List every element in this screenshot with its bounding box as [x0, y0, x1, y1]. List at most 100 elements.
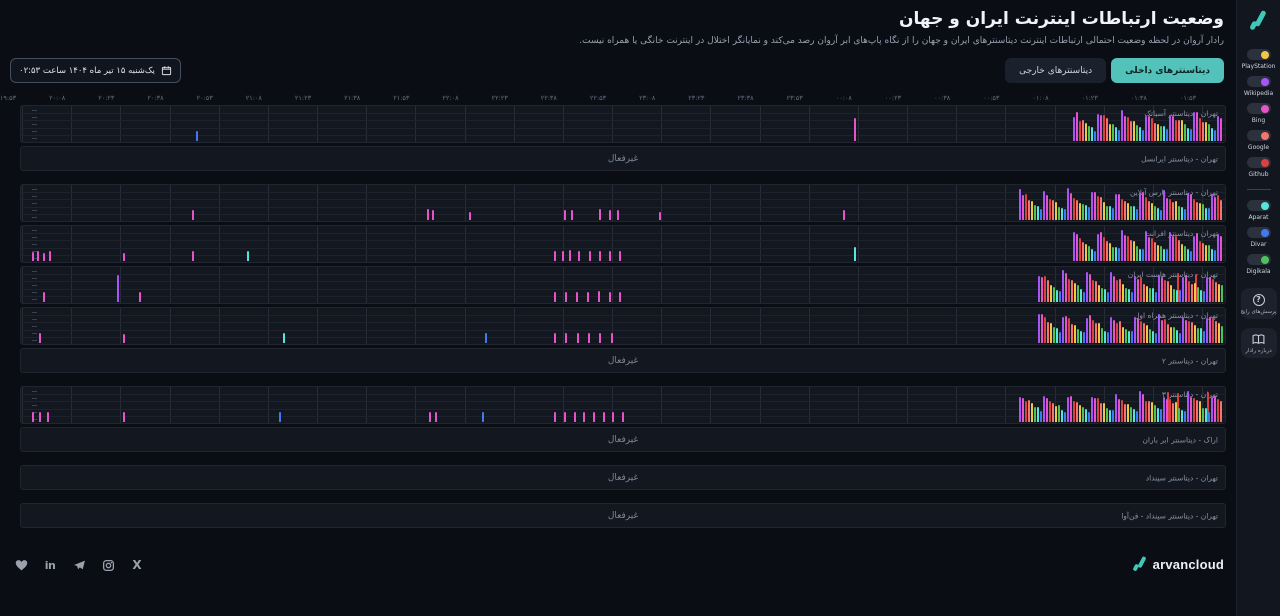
- gridline-vertical: [1005, 308, 1007, 344]
- telegram-icon[interactable]: [72, 558, 86, 572]
- gridline-vertical: [1054, 308, 1056, 344]
- status-bar: [1194, 282, 1196, 302]
- status-bar: [1211, 194, 1213, 220]
- status-bar: [1191, 283, 1193, 302]
- status-bar: [1076, 401, 1078, 422]
- gridline-horizontal: [21, 274, 1225, 276]
- status-bar: [1110, 317, 1112, 343]
- datacenter-label: تهران - دیتاسنتر هاست ایران: [1127, 270, 1218, 279]
- status-bar: [1061, 410, 1063, 422]
- status-bar: [1187, 248, 1189, 261]
- gridline-vertical: [22, 185, 23, 221]
- service-label: Github: [1248, 171, 1269, 178]
- status-bar: [1154, 123, 1156, 141]
- book-icon: [1252, 334, 1265, 345]
- status-bar: [1079, 203, 1081, 220]
- instagram-icon[interactable]: [101, 558, 115, 572]
- gridline-vertical: [120, 387, 122, 423]
- status-bar: [1184, 246, 1186, 261]
- gridline-vertical: [267, 106, 269, 142]
- status-bar: [1091, 127, 1093, 141]
- gridline-vertical: [120, 308, 122, 344]
- status-bar: [1085, 123, 1087, 141]
- datacenter-row: اراک - دیتاسنتر ابر باران غیرفعال: [20, 427, 1226, 452]
- inactive-status-text: غیرفعال: [607, 434, 639, 445]
- service-group-bottom: Aparat Divar Digikala: [1246, 194, 1271, 275]
- toggle-track: [1246, 227, 1271, 238]
- time-tick-label: ۰۱:۰۸: [1032, 94, 1049, 102]
- status-bar: [1167, 391, 1170, 422]
- linkedin-icon[interactable]: in: [44, 558, 56, 572]
- date-picker[interactable]: یک‌شنبه ۱۵ تیر ماه ۱۴۰۴ ساعت ۰۲:۵۳: [10, 58, 181, 83]
- service-toggle-bing[interactable]: Bing: [1246, 103, 1271, 124]
- status-bar: [1112, 410, 1114, 422]
- status-bar: [1146, 324, 1148, 343]
- status-bar: [1041, 276, 1043, 302]
- tab-internal-datacenters[interactable]: دیتاسنترهای داخلی: [1111, 58, 1224, 83]
- tab-external-datacenters[interactable]: دیتاسنترهای خارجی: [1005, 58, 1107, 83]
- datacenter-row: تهران - دیتاسنتر ۲ غیرفعال: [20, 348, 1226, 373]
- y-axis-tick: [32, 312, 37, 313]
- status-bar: [1179, 290, 1181, 302]
- gridline-horizontal: [21, 408, 1225, 410]
- status-bar: [1088, 245, 1090, 261]
- status-bar: [1145, 230, 1147, 261]
- x-twitter-icon[interactable]: X: [132, 558, 142, 572]
- virgool-icon[interactable]: [14, 558, 28, 572]
- status-bar: [1148, 401, 1150, 422]
- gridline-vertical: [956, 106, 958, 142]
- status-bar: [1178, 205, 1180, 220]
- arvancloud-wordmark: arvancloud: [1132, 555, 1224, 573]
- status-bar: [1062, 317, 1064, 343]
- status-bar: [1131, 331, 1133, 343]
- y-axis-tick: [32, 251, 37, 252]
- service-toggle-aparat[interactable]: Aparat: [1246, 200, 1271, 221]
- status-bar: [1065, 315, 1067, 343]
- status-bar: [1181, 120, 1183, 141]
- status-bar: [1058, 206, 1060, 220]
- status-bar: [1173, 288, 1175, 302]
- service-toggle-wikipedia[interactable]: Wikipedia: [1244, 76, 1273, 97]
- about-radar-button[interactable]: درباره رادار: [1240, 328, 1277, 358]
- status-bar: [1133, 205, 1135, 220]
- service-toggle-playstation[interactable]: PlayStation: [1242, 49, 1275, 70]
- status-bar: [1124, 235, 1126, 261]
- status-bar: [1085, 204, 1087, 220]
- gridline-vertical: [857, 185, 859, 221]
- service-toggle-digikala[interactable]: Digikala: [1246, 254, 1271, 275]
- status-bar: [576, 292, 579, 302]
- gridline-vertical: [612, 308, 613, 344]
- status-bar: [589, 250, 592, 261]
- gridline-vertical: [71, 387, 73, 423]
- toggle-track: [1246, 103, 1271, 114]
- gridline-vertical: [808, 185, 810, 221]
- service-toggle-github[interactable]: Github: [1246, 157, 1271, 178]
- status-bar: [1088, 411, 1090, 422]
- status-bar: [1094, 192, 1096, 220]
- toggle-track: [1246, 76, 1271, 87]
- gridline-vertical: [1005, 387, 1007, 423]
- status-bar: [1097, 114, 1099, 141]
- question-icon: ?: [1252, 294, 1265, 306]
- status-bar: [1094, 130, 1096, 141]
- gridline-vertical: [22, 106, 23, 142]
- service-toggle-google[interactable]: Google: [1246, 130, 1271, 151]
- status-bar: [568, 250, 571, 261]
- faq-button[interactable]: ? پرسش‌های رایج: [1240, 288, 1277, 319]
- status-bar: [1220, 199, 1222, 220]
- time-tick-label: ۰۱:۵۳: [1179, 94, 1197, 102]
- service-toggle-divar[interactable]: Divar: [1246, 227, 1271, 248]
- y-axis-tick: [32, 340, 37, 341]
- y-axis-tick: [32, 230, 37, 231]
- datacenter-label: تهران - دیتاسنتر ایرانسل: [1141, 154, 1218, 163]
- gridline-vertical: [661, 267, 663, 303]
- status-bar: [1217, 234, 1219, 261]
- status-bar: [1160, 125, 1162, 141]
- status-bar: [1079, 238, 1081, 261]
- status-bar: [1143, 284, 1145, 302]
- status-bar: [1175, 119, 1177, 141]
- toggle-dot: [1260, 201, 1269, 210]
- status-bar: [1103, 201, 1105, 220]
- gridline-vertical: [366, 185, 368, 221]
- status-bar: [1071, 323, 1073, 343]
